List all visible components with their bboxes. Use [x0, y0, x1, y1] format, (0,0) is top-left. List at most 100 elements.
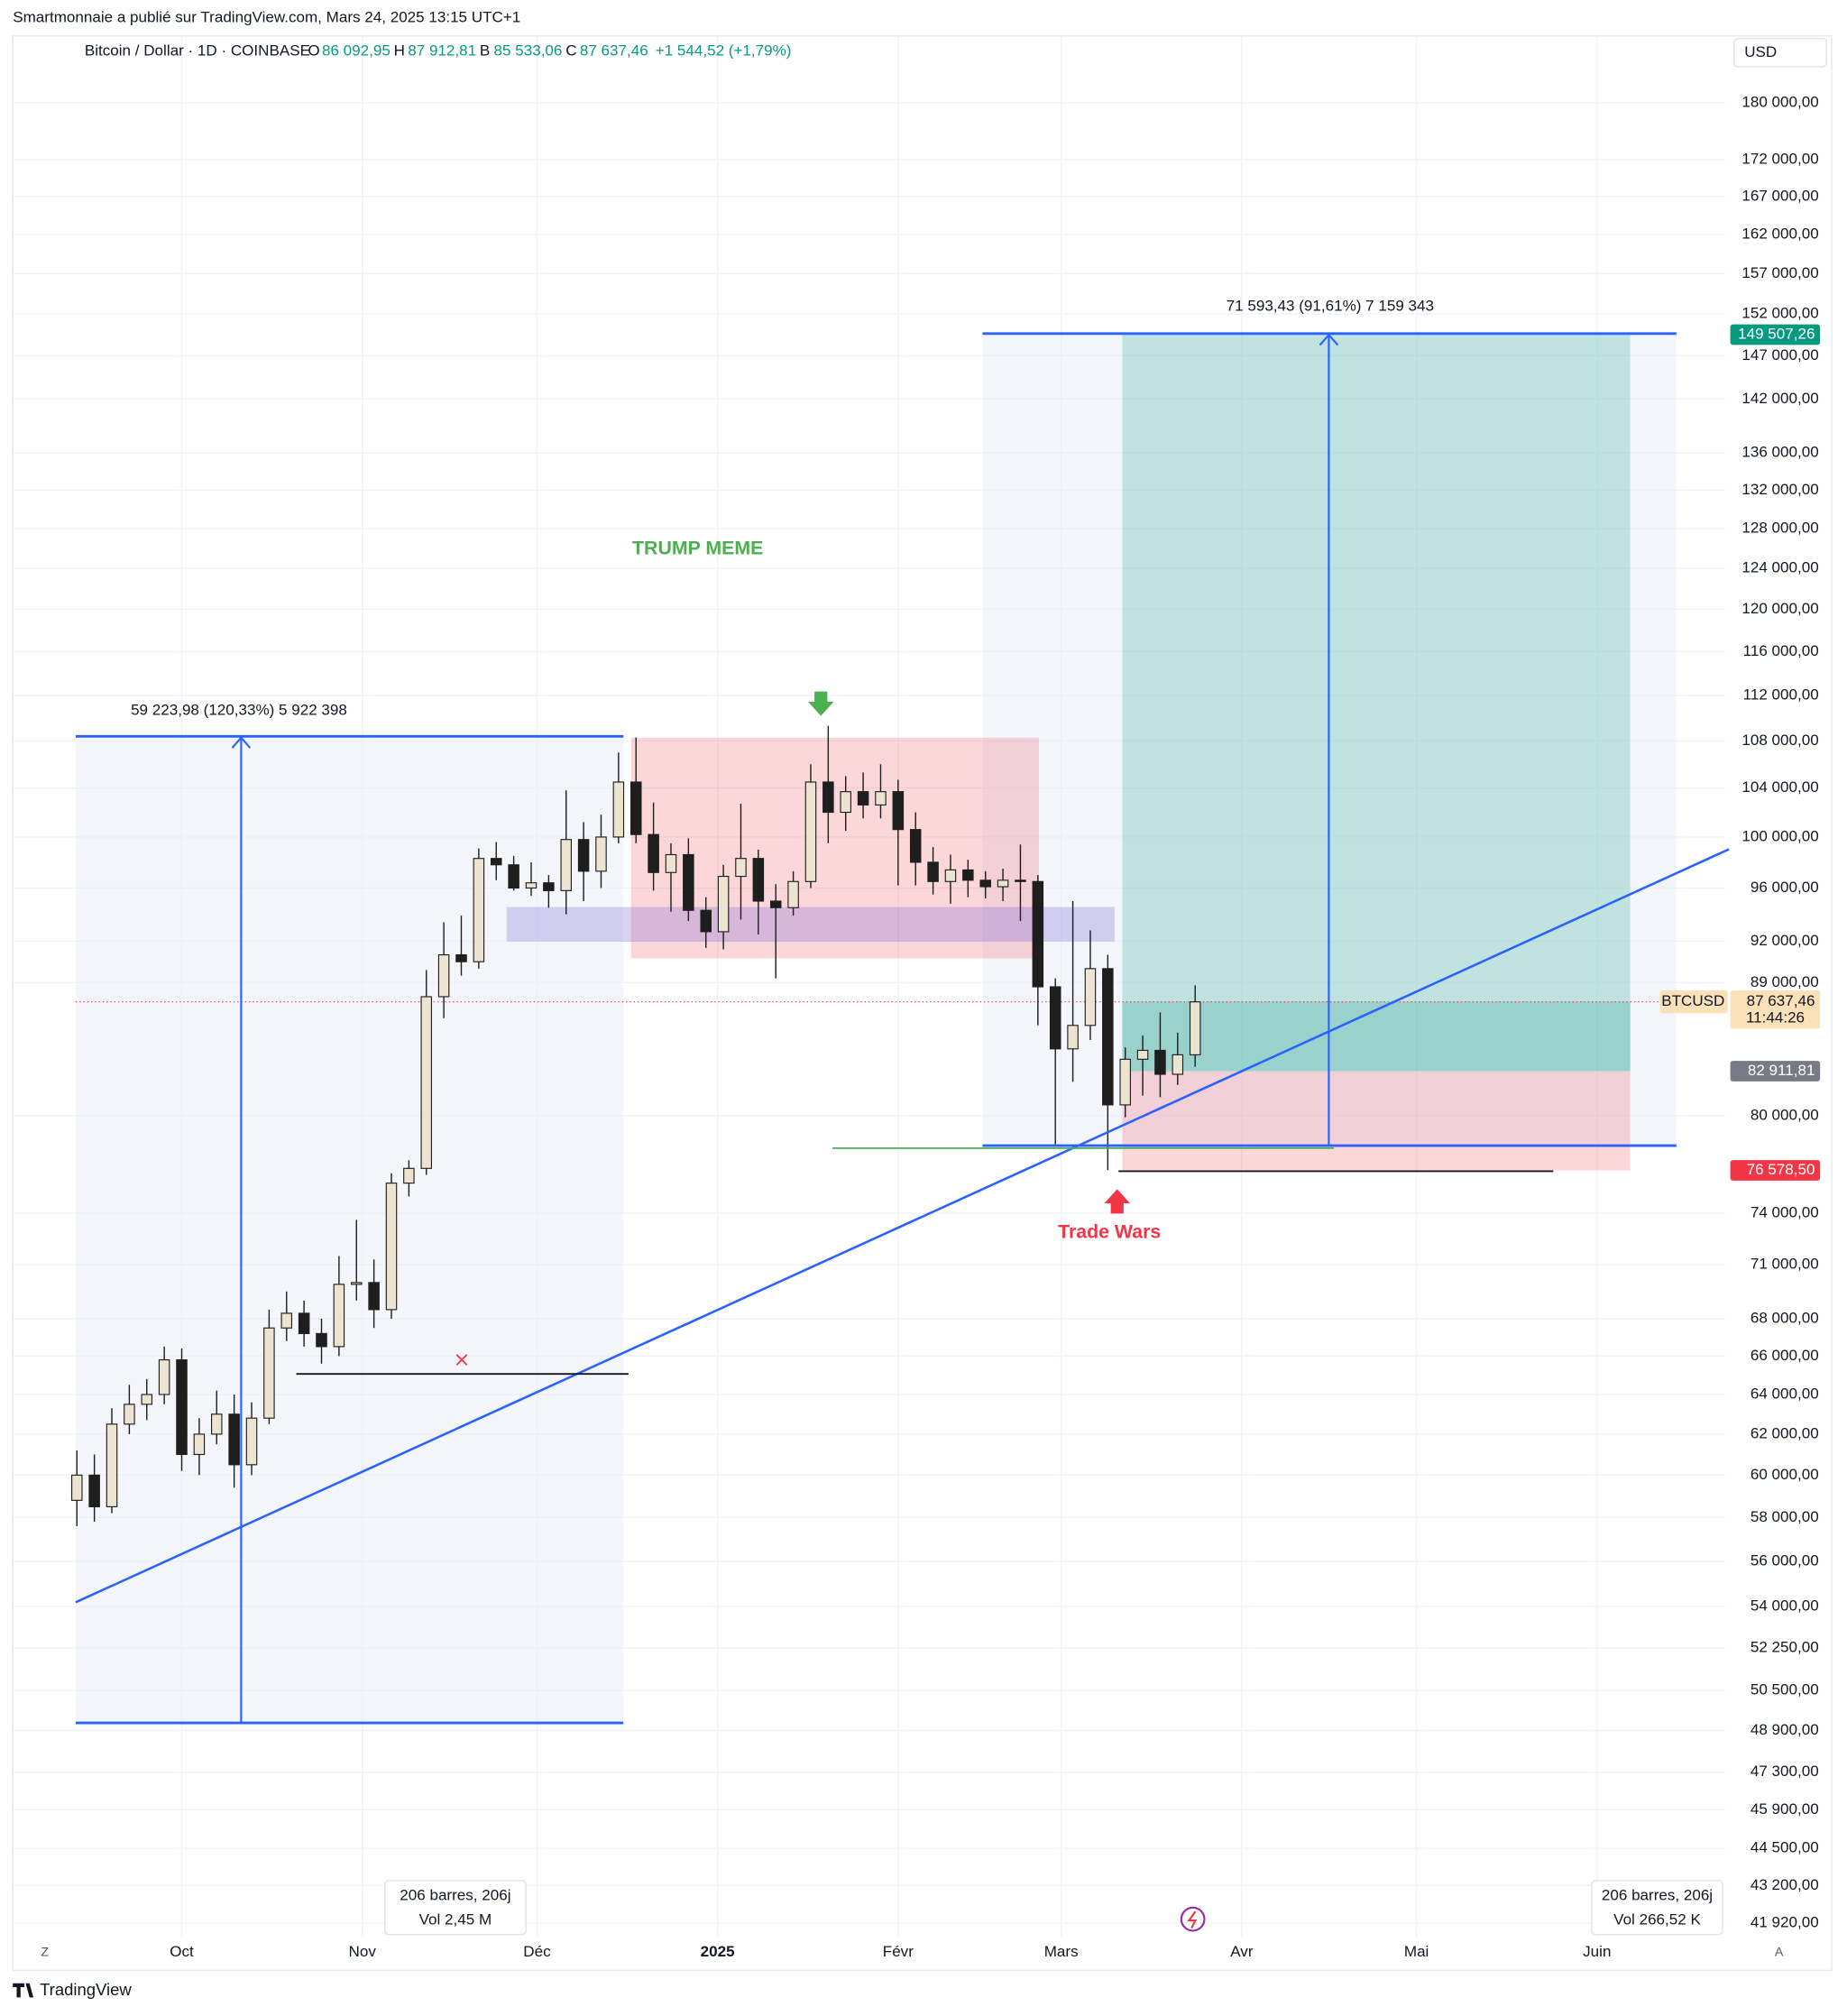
candle-body [875, 791, 887, 805]
currency-box[interactable] [1733, 37, 1827, 68]
ohlc-key: B [480, 41, 490, 59]
candle-body [437, 953, 450, 998]
candle-body [962, 869, 974, 881]
candle-body [595, 836, 607, 872]
y-tick-label: 54 000,00 [1751, 1597, 1819, 1615]
measure-box [75, 736, 624, 1724]
take-profit-zone [1122, 335, 1631, 1072]
candle-body [857, 791, 869, 805]
y-tick-label: 52 250,00 [1751, 1638, 1819, 1655]
x-marker [455, 1354, 468, 1366]
candle-body [1084, 968, 1097, 1026]
entry-label: 82 911,81 [1748, 1062, 1815, 1079]
stop-label: 76 578,50 [1747, 1161, 1815, 1178]
measure-label: 59 223,98 (120,33%) 5 922 398 [131, 701, 347, 718]
y-tick-label: 136 000,00 [1741, 444, 1818, 461]
candle-body [892, 791, 905, 831]
candle-body [1172, 1054, 1184, 1075]
candle-body [176, 1358, 188, 1456]
candle-body [245, 1417, 258, 1466]
ohlc-key: C [565, 41, 576, 59]
range-bars: 206 barres, 206j [1602, 1887, 1713, 1904]
x-tick-label: Nov [349, 1943, 377, 1960]
arrow-head [1319, 333, 1339, 346]
ohlc-key: O [308, 41, 319, 59]
axis-button[interactable]: Z [41, 1945, 49, 1959]
entry-label-box [1730, 1061, 1821, 1082]
y-tick-label: 58 000,00 [1751, 1508, 1819, 1525]
stop-label-box [1730, 1160, 1821, 1181]
candle-body [840, 791, 851, 814]
y-tick-label: 50 500,00 [1751, 1681, 1819, 1698]
range-zone [630, 737, 1039, 959]
symbol-title: Bitcoin / Dollar · 1D · COINBASE [85, 41, 310, 59]
change: +1 544,52 (+1,79%) [656, 41, 792, 59]
y-tick-label: 162 000,00 [1741, 225, 1818, 242]
ohlc-key: H [394, 41, 405, 59]
y-tick-label: 62 000,00 [1751, 1424, 1819, 1441]
open-profit [1122, 1001, 1631, 1072]
icon[interactable] [1180, 1906, 1206, 1932]
arrow-head [231, 736, 252, 749]
candle-body [1154, 1049, 1166, 1075]
y-tick-label: 45 900,00 [1751, 1800, 1819, 1818]
ohlc-value: 87 637,46 [580, 41, 648, 59]
candle-body [455, 953, 467, 962]
candle-body [717, 875, 730, 933]
y-tick-label: 44 500,00 [1751, 1839, 1819, 1856]
y-tick-label: 89 000,00 [1751, 973, 1819, 990]
y-tick-label: 66 000,00 [1751, 1347, 1819, 1364]
y-tick-label: 74 000,00 [1751, 1203, 1819, 1220]
candle-body [1032, 880, 1044, 988]
candle-body [473, 858, 485, 962]
candle-body [683, 853, 694, 911]
y-tick-label: 80 000,00 [1751, 1106, 1819, 1123]
candle-body [124, 1404, 135, 1425]
y-tick-label: 64 000,00 [1751, 1385, 1819, 1402]
y-tick-label: 43 200,00 [1751, 1876, 1819, 1893]
candle-body [752, 858, 765, 902]
ohlc-value: 87 912,81 [408, 41, 476, 59]
candle-body [385, 1183, 398, 1311]
currency: USD [1744, 43, 1777, 60]
y-tick-label: 157 000,00 [1741, 264, 1818, 281]
logo [13, 1983, 33, 1998]
range-box [1591, 1880, 1723, 1936]
candle-body [193, 1433, 206, 1456]
y-tick-label: 108 000,00 [1741, 732, 1818, 749]
down-arrow [808, 691, 834, 716]
y-tick-label: 128 000,00 [1741, 520, 1818, 537]
candle-body [88, 1474, 100, 1507]
candle-body [508, 864, 519, 889]
candle-body [211, 1413, 223, 1435]
range-vol: Vol 2,45 M [419, 1911, 492, 1929]
candle-body [316, 1332, 327, 1348]
y-tick-label: 56 000,00 [1751, 1551, 1819, 1569]
icon [1187, 1910, 1198, 1929]
x-tick-label: Févr [883, 1943, 914, 1960]
texts: Smartmonnaie a publié sur TradingView.co… [13, 8, 1784, 1999]
y-tick-label: 116 000,00 [1743, 642, 1819, 659]
axis-button[interactable]: A [1775, 1945, 1784, 1959]
y-tick-label: 172 000,00 [1741, 150, 1818, 167]
candle-body [298, 1312, 310, 1334]
y-tick-label: 92 000,00 [1751, 932, 1819, 949]
candle-body [1189, 1001, 1201, 1055]
y-tick-label: 132 000,00 [1741, 481, 1818, 498]
y-tick-label: 112 000,00 [1743, 686, 1819, 704]
candle-body [909, 829, 922, 863]
x-tick-label: Avr [1230, 1943, 1254, 1960]
y-tick-label: 147 000,00 [1741, 346, 1818, 364]
candle-body [735, 858, 747, 878]
candle-body [577, 839, 590, 872]
candle-body [1119, 1058, 1131, 1106]
y-tick-label: 142 000,00 [1741, 390, 1818, 407]
ohlc-value: 85 533,06 [494, 41, 563, 59]
range-box [383, 1880, 527, 1936]
y-tick-label: 167 000,00 [1741, 187, 1818, 204]
candle-body [787, 880, 799, 908]
take-profit-label-box [1730, 324, 1821, 345]
candle-body [1102, 968, 1114, 1106]
stop-zone [1122, 1071, 1631, 1171]
